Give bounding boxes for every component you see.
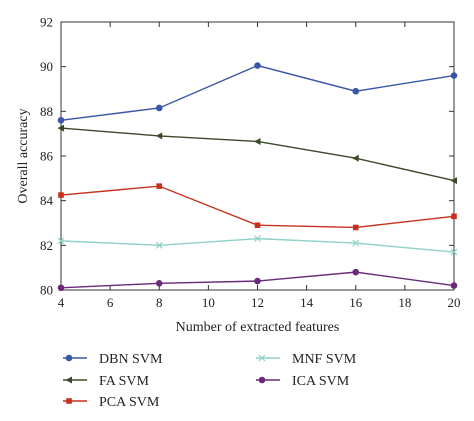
- x-tick-label: 12: [251, 295, 264, 310]
- data-point-ica-svm: [254, 277, 261, 285]
- y-tick-label: 80: [40, 283, 53, 298]
- x-axis-label: Number of extracted features: [176, 320, 340, 335]
- x-tick-label: 16: [349, 295, 363, 310]
- data-point-mnf-svm: [155, 241, 163, 249]
- legend-label: MNF SVM: [292, 352, 357, 367]
- data-point-fa-svm: [155, 132, 163, 140]
- series-line-dbn-svm: [60, 64, 455, 121]
- y-tick-label: 90: [40, 59, 53, 74]
- x-tick-label: 8: [156, 295, 163, 310]
- y-tick-label: 82: [40, 238, 53, 253]
- legend: DBN SVM FA SVM PCA SVM MNF SVM ICA SVM: [63, 352, 357, 410]
- legend-label: DBN SVM: [99, 352, 163, 367]
- data-point-pca-svm: [451, 213, 457, 220]
- data-point-pca-svm: [156, 183, 163, 189]
- y-axis-label: Overall accuracy: [16, 108, 31, 203]
- legend-item-ica-svm: ICA SVM: [256, 374, 350, 389]
- data-point-ica-svm: [450, 282, 458, 289]
- series-line-mnf-svm: [60, 237, 455, 253]
- legend-label: PCA SVM: [99, 395, 160, 410]
- legend-item-mnf-svm: MNF SVM: [256, 352, 357, 367]
- x-tick-label: 18: [398, 295, 411, 310]
- legend-item-dbn-svm: DBN SVM: [63, 352, 163, 367]
- data-point-fa-svm: [57, 124, 64, 132]
- data-point-pca-svm: [58, 192, 64, 198]
- series-line-fa-svm: [60, 127, 455, 182]
- data-point-dbn-svm: [450, 72, 458, 79]
- x-tick-label: 10: [202, 295, 215, 310]
- data-point-dbn-svm: [352, 87, 360, 95]
- legend-label: ICA SVM: [292, 374, 350, 389]
- legend-label: FA SVM: [99, 374, 149, 389]
- legend-marker: [65, 376, 72, 384]
- data-point-fa-svm: [352, 154, 359, 162]
- data-point-dbn-svm: [254, 62, 261, 69]
- data-point-mnf-svm: [352, 239, 360, 247]
- x-tick-label: 14: [300, 295, 314, 310]
- legend-marker: [66, 398, 72, 404]
- data-point-mnf-svm: [254, 235, 261, 243]
- data-point-mnf-svm: [450, 248, 458, 256]
- legend-item-fa-svm: FA SVM: [63, 374, 149, 389]
- y-tick-label: 92: [40, 15, 53, 30]
- series-mnf-svm: [57, 235, 458, 256]
- legend-item-pca-svm: PCA SVM: [63, 395, 160, 410]
- series-ica-svm: [57, 268, 458, 292]
- data-point-ica-svm: [352, 268, 360, 276]
- data-point-ica-svm: [57, 284, 65, 292]
- y-tick-label: 84: [40, 193, 54, 208]
- series-dbn-svm: [57, 62, 458, 124]
- data-point-dbn-svm: [57, 116, 65, 124]
- x-tick-label: 4: [58, 295, 65, 310]
- y-tick-label: 86: [40, 149, 54, 164]
- data-point-fa-svm: [254, 137, 261, 145]
- data-point-ica-svm: [155, 280, 163, 287]
- data-point-pca-svm: [254, 222, 261, 229]
- series-fa-svm: [57, 124, 457, 185]
- y-tick-label: 88: [40, 104, 53, 119]
- legend-marker: [258, 376, 266, 384]
- data-point-mnf-svm: [57, 237, 65, 245]
- plot-area: 4 6 8 10 12 14 16 18 20 80 82 84 86 88 90 92: [40, 15, 461, 311]
- data-point-fa-svm: [450, 177, 457, 185]
- plot-frame: [60, 21, 455, 291]
- legend-marker: [258, 354, 266, 362]
- data-point-dbn-svm: [155, 104, 163, 112]
- x-tick-label: 6: [107, 295, 114, 310]
- x-tick-label: 20: [448, 295, 461, 310]
- legend-marker: [65, 354, 73, 362]
- data-point-pca-svm: [352, 224, 359, 231]
- series-line-pca-svm: [60, 185, 455, 229]
- series-pca-svm: [58, 183, 457, 231]
